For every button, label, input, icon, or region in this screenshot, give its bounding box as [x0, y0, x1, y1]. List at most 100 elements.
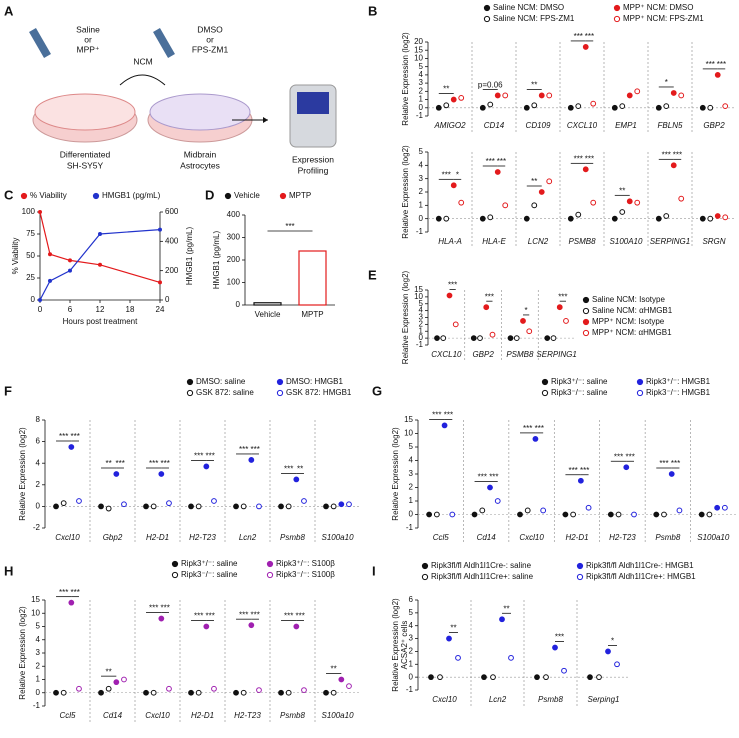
y-tick-label: 3	[419, 174, 424, 183]
significance-label: ***	[497, 157, 506, 166]
data-point	[477, 335, 483, 342]
data-point	[524, 507, 531, 514]
y-tick-label: 3	[409, 469, 414, 478]
data-point	[426, 511, 433, 518]
legend-label: DMSO: HMGB1	[286, 377, 343, 386]
x-tick-label: MPTP	[301, 310, 323, 319]
data-point	[481, 674, 487, 681]
schematic: A Saline or MPP⁺ NCM DMSO or FPS-ZM1 Dif…	[4, 3, 337, 175]
y-tick-label: 4	[419, 70, 424, 79]
y-tick-label: 0	[236, 300, 241, 309]
y-tick-label: 1	[36, 675, 41, 684]
x-tick-label: H2-T23	[609, 533, 636, 542]
significance-label: ***	[585, 154, 594, 163]
y-tick-label: 6	[409, 595, 414, 604]
data-point	[607, 511, 614, 518]
data-point	[721, 504, 728, 511]
data-point	[338, 676, 345, 683]
y-tick-label: 400	[165, 236, 179, 245]
data-point	[435, 215, 442, 222]
y-tick-label: 0	[31, 295, 36, 304]
y-tick-label: 0	[419, 214, 424, 223]
label: Saline	[76, 24, 100, 34]
x-tick-label: PSMB8	[506, 350, 534, 359]
data-point	[285, 503, 292, 510]
y-tick-label: 2	[409, 647, 414, 656]
significance-label: ***	[149, 459, 158, 468]
data-point	[611, 104, 618, 111]
data-point	[487, 484, 493, 491]
significance-label: ***	[558, 292, 567, 301]
y-axis-label: Relative Expression (log2)	[391, 598, 400, 692]
y-tick-label: 2	[419, 187, 424, 196]
legend-marker	[266, 571, 274, 579]
data-point	[661, 511, 667, 518]
legend-label: Saline NCM: FPS-ZM1	[493, 14, 575, 23]
label: DMSO	[197, 24, 223, 34]
significance-label: ***	[625, 452, 634, 461]
y-tick-label: 8	[36, 415, 41, 424]
data-point	[562, 511, 569, 518]
data-point	[38, 210, 42, 214]
y-tick-label: 4	[36, 458, 41, 467]
legend-label: GSK 872: saline	[196, 388, 254, 397]
data-point	[98, 232, 102, 236]
significance-label: ***	[717, 60, 726, 69]
data-point	[233, 689, 239, 696]
data-point	[211, 498, 217, 504]
x-tick-label: 18	[126, 305, 135, 314]
y-tick-label: 0	[419, 103, 424, 112]
data-point	[523, 215, 530, 222]
y-tick-label: -1	[416, 340, 424, 349]
significance-label: ***	[614, 452, 623, 461]
arrow-head	[263, 117, 268, 123]
data-point	[338, 501, 345, 508]
y-tick-label: 25	[26, 273, 35, 282]
x-tick-label: SERPING1	[536, 350, 576, 359]
data-point	[575, 103, 582, 110]
data-point	[150, 503, 157, 510]
significance-label: **	[106, 667, 112, 676]
y-tick-label: 6	[36, 437, 41, 446]
data-point	[483, 304, 490, 311]
data-point	[441, 422, 448, 429]
data-point	[707, 104, 714, 111]
legend-label: MPTP	[289, 191, 311, 200]
x-tick-label: S100a10	[321, 533, 354, 542]
y-tick-label: 15	[31, 595, 40, 604]
x-tick-label: 6	[68, 305, 73, 314]
significance-label: ***	[444, 411, 453, 420]
significance-label: ***	[160, 459, 169, 468]
y-tick-label: 3	[36, 648, 41, 657]
y-tick-label: -1	[416, 227, 424, 236]
y-tick-label: 400	[227, 210, 241, 219]
legend-label: Ripk3⁻/⁻: saline	[181, 570, 238, 579]
legend-marker	[186, 378, 194, 386]
syringe	[29, 28, 51, 58]
significance-label: p=0.06	[478, 81, 503, 90]
data-point	[508, 654, 514, 661]
x-tick-label: PSMB8	[568, 237, 596, 246]
y-tick-label: -2	[33, 523, 41, 532]
data-point	[655, 215, 662, 222]
dish-cells	[149, 93, 251, 131]
data-point	[293, 623, 300, 630]
data-point	[494, 169, 501, 175]
significance-label: ***	[585, 32, 594, 41]
data-point	[556, 304, 563, 311]
data-point	[523, 104, 530, 111]
x-tick-label: S100a10	[321, 711, 354, 720]
data-point	[203, 463, 210, 470]
x-tick-label: Gbp2	[103, 533, 123, 542]
y-tick-label: 3	[419, 78, 424, 87]
arrow	[119, 74, 166, 86]
data-point	[158, 471, 165, 477]
legend-marker	[171, 560, 179, 568]
data-point	[575, 211, 582, 218]
data-point	[293, 476, 300, 483]
legend-marker	[483, 4, 491, 12]
data-point	[188, 689, 194, 696]
y-tick-label: 0	[409, 510, 414, 519]
data-point	[623, 464, 630, 471]
significance-label: **	[297, 465, 303, 474]
